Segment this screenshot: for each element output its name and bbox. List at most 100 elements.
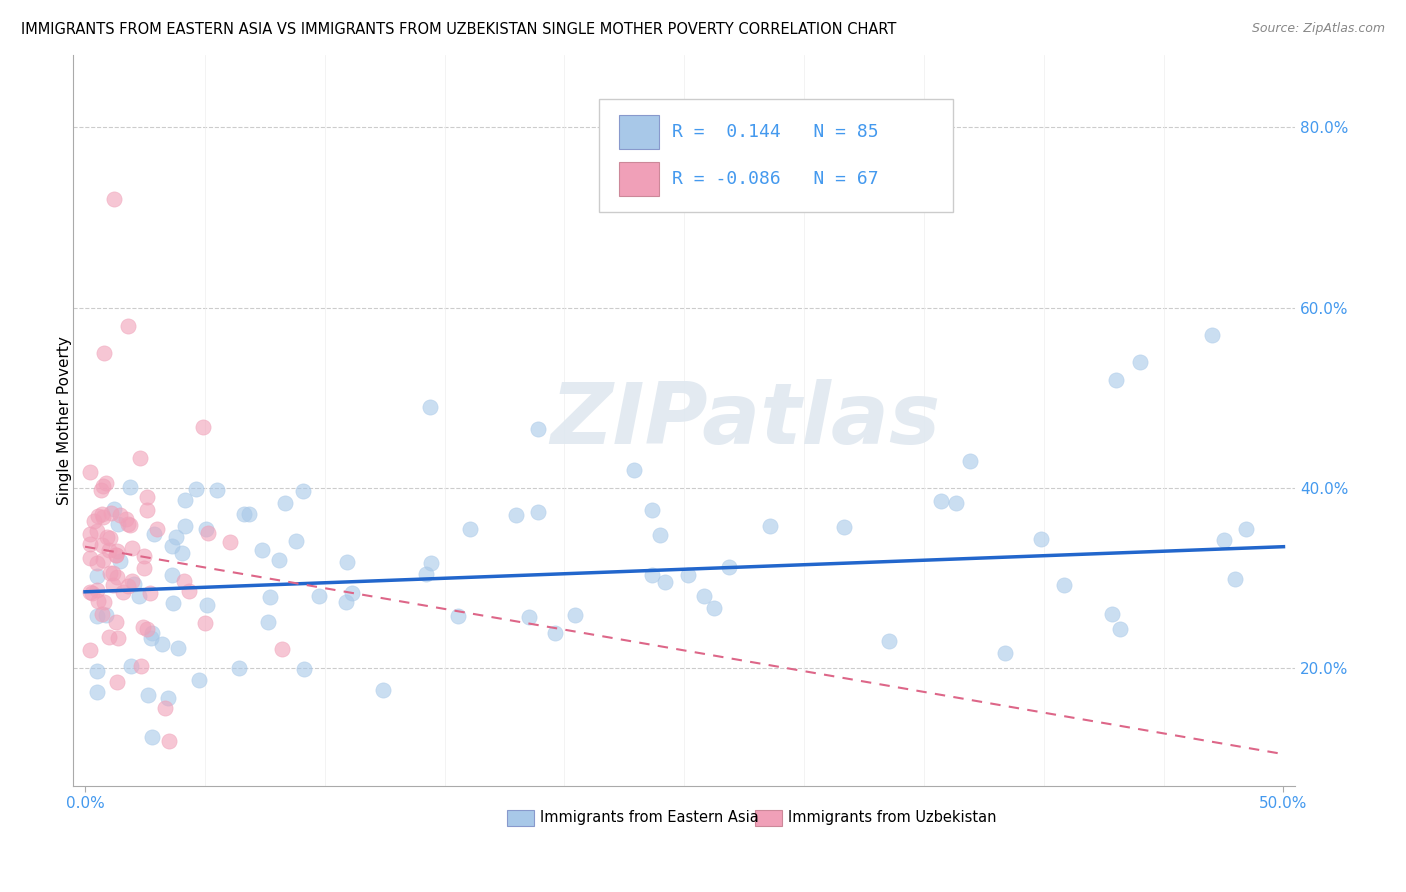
Point	[97, 543, 120, 558]
Point	[959, 454, 981, 468]
Point	[101, 578, 124, 592]
Point	[373, 682, 395, 697]
FancyBboxPatch shape	[755, 810, 782, 826]
Point	[132, 560, 155, 574]
Point	[86, 524, 108, 538]
Point	[79, 585, 101, 599]
Point	[94, 475, 117, 490]
Point	[527, 505, 550, 519]
Point	[517, 610, 540, 624]
Point	[100, 506, 122, 520]
Point	[269, 553, 291, 567]
Point	[945, 496, 967, 510]
Point	[79, 465, 101, 479]
Point	[143, 526, 166, 541]
Text: Source: ZipAtlas.com: Source: ZipAtlas.com	[1251, 22, 1385, 36]
Point	[91, 509, 114, 524]
Point	[250, 542, 273, 557]
Point	[623, 463, 645, 477]
Point	[219, 535, 242, 549]
Point	[91, 607, 114, 621]
Point	[1225, 573, 1247, 587]
Point	[117, 318, 139, 333]
Point	[112, 584, 135, 599]
Point	[170, 546, 193, 560]
Point	[650, 528, 672, 542]
Point	[83, 514, 105, 528]
Point	[91, 479, 114, 493]
Point	[174, 493, 197, 508]
Point	[129, 451, 152, 466]
Point	[173, 574, 195, 588]
Point	[86, 557, 108, 571]
Point	[717, 560, 740, 574]
Point	[447, 609, 470, 624]
Point	[284, 534, 307, 549]
Point	[186, 482, 208, 496]
Point	[877, 633, 900, 648]
Point	[103, 502, 125, 516]
Point	[79, 537, 101, 551]
Point	[544, 626, 567, 640]
Point	[141, 625, 163, 640]
Point	[162, 596, 184, 610]
Point	[193, 615, 215, 630]
Point	[87, 508, 110, 523]
Point	[134, 549, 156, 564]
Point	[228, 661, 250, 675]
Point	[136, 503, 159, 517]
Point	[256, 615, 278, 629]
Point	[87, 593, 110, 607]
Point	[1053, 577, 1076, 591]
Point	[1213, 533, 1236, 548]
Point	[118, 480, 141, 494]
Point	[415, 566, 437, 581]
Point	[107, 517, 129, 532]
Point	[96, 530, 118, 544]
Point	[335, 595, 357, 609]
Point	[103, 193, 125, 207]
Point	[197, 526, 219, 541]
Point	[205, 483, 228, 498]
Text: R =  0.144   N = 85: R = 0.144 N = 85	[672, 123, 879, 141]
Point	[79, 550, 101, 565]
Point	[98, 566, 121, 581]
Point	[104, 548, 127, 562]
Point	[86, 664, 108, 678]
Point	[105, 543, 128, 558]
Point	[676, 568, 699, 582]
Point	[94, 607, 117, 622]
Point	[153, 700, 176, 714]
Point	[177, 583, 200, 598]
Point	[931, 494, 953, 508]
Text: ZIPatlas: ZIPatlas	[550, 379, 941, 462]
Point	[1129, 355, 1152, 369]
Point	[79, 526, 101, 541]
Point	[86, 569, 108, 583]
Point	[91, 537, 114, 551]
Point	[641, 503, 664, 517]
Point	[141, 730, 163, 744]
Point	[1109, 622, 1132, 636]
Point	[157, 733, 180, 747]
Point	[160, 567, 183, 582]
Point	[93, 595, 115, 609]
Point	[128, 589, 150, 603]
Point	[135, 623, 157, 637]
Point	[292, 662, 315, 676]
Point	[342, 586, 364, 600]
Y-axis label: Single Mother Poverty: Single Mother Poverty	[58, 336, 72, 505]
Text: Immigrants from Uzbekistan: Immigrants from Uzbekistan	[789, 810, 997, 825]
FancyBboxPatch shape	[620, 115, 658, 149]
Point	[195, 598, 218, 612]
Point	[654, 574, 676, 589]
Point	[1234, 522, 1257, 536]
Point	[703, 601, 725, 615]
Point	[121, 574, 143, 589]
Point	[1105, 373, 1128, 387]
Point	[270, 642, 292, 657]
Point	[122, 576, 145, 591]
Point	[97, 630, 120, 644]
Point	[136, 688, 159, 702]
Point	[91, 552, 114, 566]
